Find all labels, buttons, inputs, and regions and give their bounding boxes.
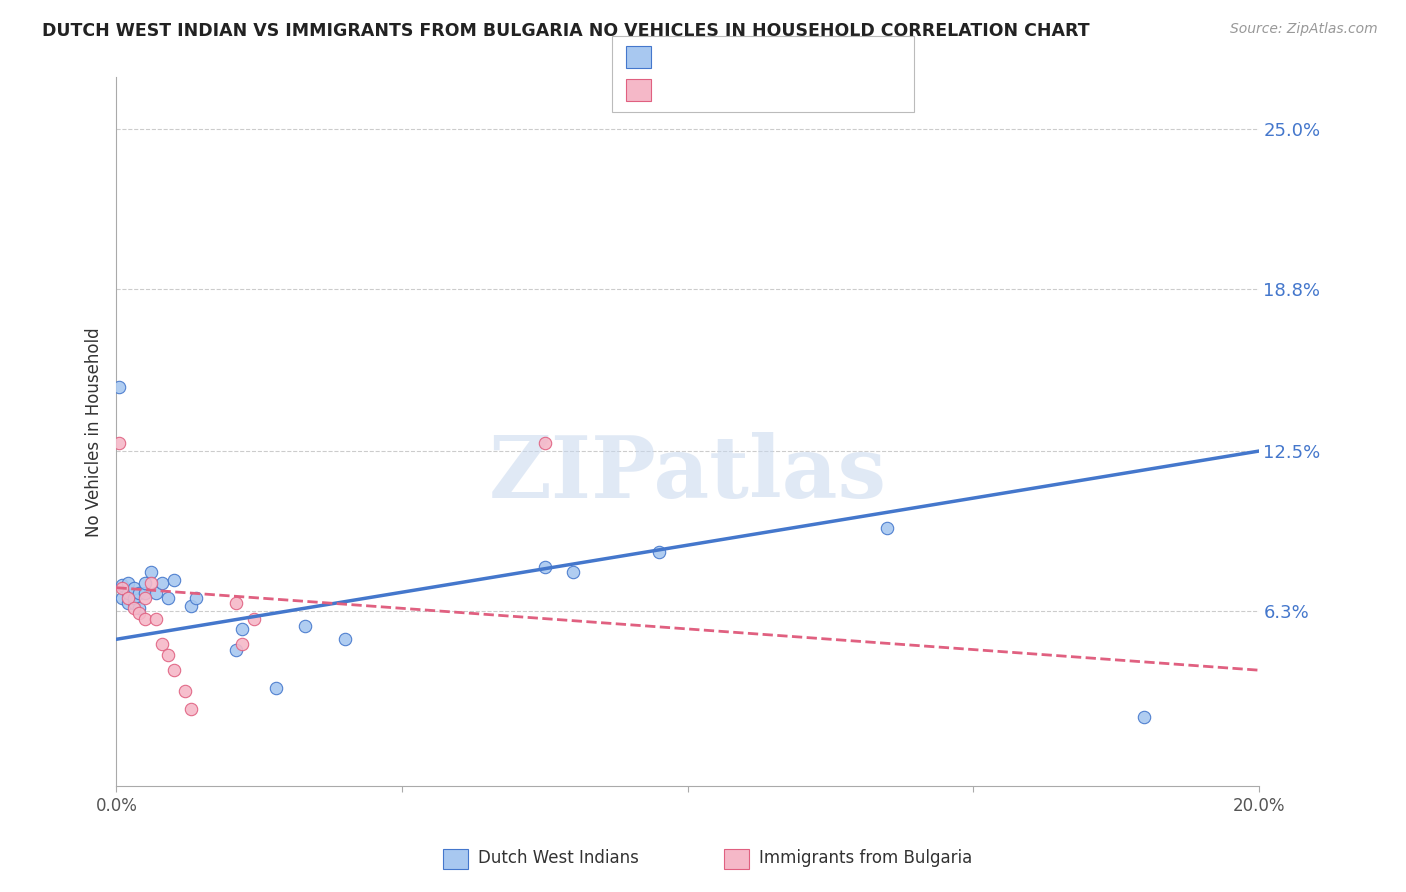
Y-axis label: No Vehicles in Household: No Vehicles in Household: [86, 327, 103, 537]
Point: [294, 619, 316, 633]
Point: [180, 702, 202, 716]
Point: [150, 575, 173, 590]
Text: Dutch West Indians: Dutch West Indians: [478, 849, 638, 867]
Point: [117, 586, 139, 600]
Point: [134, 612, 156, 626]
Point: [242, 612, 264, 626]
Point: [333, 632, 356, 647]
Text: 30: 30: [806, 48, 831, 66]
Text: -0.099: -0.099: [700, 81, 765, 99]
Point: [122, 581, 145, 595]
Point: [156, 591, 179, 605]
Text: N =: N =: [766, 48, 806, 66]
Point: [231, 637, 253, 651]
Point: [122, 596, 145, 610]
Point: [108, 380, 131, 394]
Point: [533, 560, 555, 574]
Text: N =: N =: [766, 81, 806, 99]
Text: R =: R =: [662, 48, 702, 66]
Text: R =: R =: [662, 81, 702, 99]
Point: [128, 601, 150, 615]
Point: [266, 681, 288, 696]
Point: [231, 622, 253, 636]
Point: [174, 683, 197, 698]
Point: [117, 591, 139, 605]
Point: [225, 596, 247, 610]
Point: [648, 544, 671, 558]
Text: 0.365: 0.365: [700, 48, 756, 66]
Point: [162, 663, 184, 677]
Point: [162, 573, 184, 587]
Text: 18: 18: [806, 81, 831, 99]
Point: [225, 642, 247, 657]
Point: [128, 607, 150, 621]
Point: [111, 591, 134, 605]
Point: [150, 637, 173, 651]
Point: [117, 596, 139, 610]
Point: [134, 591, 156, 605]
Text: Source: ZipAtlas.com: Source: ZipAtlas.com: [1230, 22, 1378, 37]
Point: [108, 436, 131, 450]
Point: [145, 586, 167, 600]
Point: [139, 575, 162, 590]
Point: [128, 586, 150, 600]
Point: [533, 436, 555, 450]
Point: [139, 566, 162, 580]
Point: [1133, 709, 1156, 723]
Point: [562, 566, 585, 580]
Point: [111, 578, 134, 592]
Point: [180, 599, 202, 613]
Text: Immigrants from Bulgaria: Immigrants from Bulgaria: [759, 849, 973, 867]
Point: [156, 648, 179, 662]
Point: [186, 591, 208, 605]
Point: [122, 591, 145, 605]
Point: [117, 575, 139, 590]
Point: [122, 601, 145, 615]
Point: [134, 586, 156, 600]
Point: [876, 521, 898, 535]
Point: [145, 612, 167, 626]
Point: [134, 575, 156, 590]
Text: ZIPatlas: ZIPatlas: [488, 433, 887, 516]
Text: DUTCH WEST INDIAN VS IMMIGRANTS FROM BULGARIA NO VEHICLES IN HOUSEHOLD CORRELATI: DUTCH WEST INDIAN VS IMMIGRANTS FROM BUL…: [42, 22, 1090, 40]
Point: [111, 581, 134, 595]
